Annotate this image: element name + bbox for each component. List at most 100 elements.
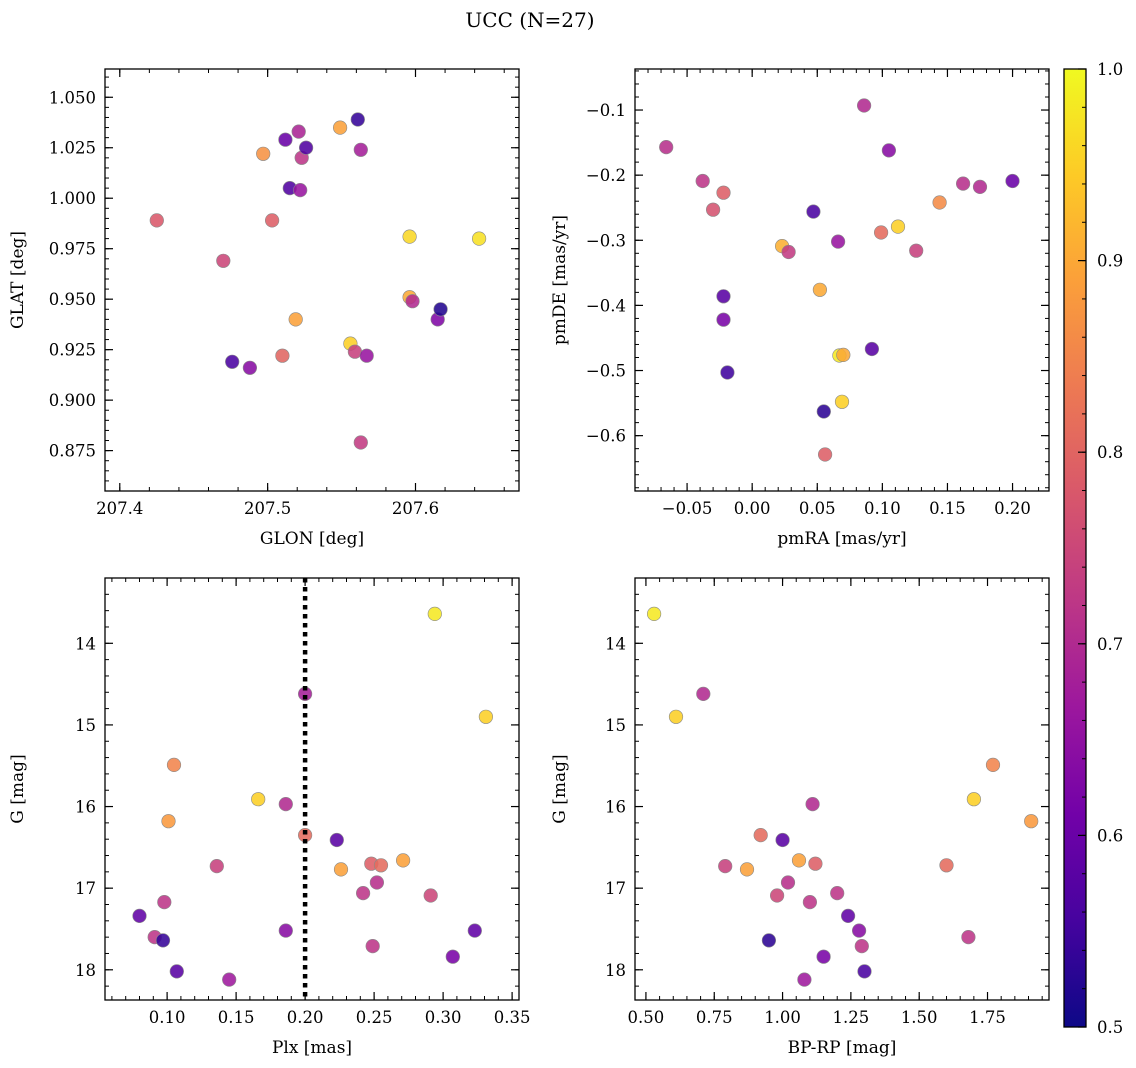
y-tick-label: 1.000 xyxy=(49,189,96,208)
panel-bottom-left: 0.10 0.15 0.20 0.25 0.30 0.35 14 15 16 17 18 Plx [m… xyxy=(8,577,531,1058)
data-point xyxy=(812,282,828,297)
data-point xyxy=(265,213,280,228)
y-tick-label: 0.950 xyxy=(49,290,96,309)
data-point xyxy=(932,195,947,210)
x-tick-label: 0.10 xyxy=(149,1008,186,1027)
x-tick-label: 0.25 xyxy=(356,1008,393,1027)
ticks xyxy=(105,577,519,1000)
ticks xyxy=(635,577,1049,1000)
figure-title: UCC (N=27) xyxy=(465,8,594,32)
y-tick-label: 0.900 xyxy=(49,391,96,410)
x-tick-label: 1.75 xyxy=(969,1008,1006,1027)
data-point xyxy=(856,98,872,113)
data-point xyxy=(169,964,184,979)
data-point xyxy=(802,894,818,910)
y-tick-label: 0.925 xyxy=(49,341,96,360)
data-point xyxy=(830,885,845,901)
data-point xyxy=(373,858,389,873)
data-point xyxy=(329,832,344,848)
data-point xyxy=(299,140,314,155)
data-point xyxy=(251,792,266,807)
data-point xyxy=(791,853,807,868)
x-tick-label: 0.20 xyxy=(287,1008,324,1027)
axes-frame xyxy=(104,577,520,1001)
data-point xyxy=(402,229,417,244)
data-point xyxy=(780,875,796,890)
data-point xyxy=(753,827,768,843)
x-tick-label: 207.6 xyxy=(392,499,439,518)
y-tick-label: 16 xyxy=(605,798,626,817)
x-tick-label: 0.75 xyxy=(696,1008,733,1027)
y-tick-label: −0.3 xyxy=(586,231,626,250)
data-point xyxy=(166,757,182,773)
data-point xyxy=(278,796,293,812)
data-point xyxy=(955,176,971,191)
x-tick-label: 0.10 xyxy=(864,499,901,518)
colorbar-tick-label: 0.5 xyxy=(1097,1018,1123,1037)
x-axis-label: GLON [deg] xyxy=(260,529,364,549)
x-tick-label: 1.50 xyxy=(901,1008,938,1027)
data-point xyxy=(467,923,482,938)
data-point xyxy=(769,888,785,903)
data-point xyxy=(478,709,494,724)
data-point xyxy=(816,404,831,419)
data-point xyxy=(659,140,674,155)
y-tick-label: −0.6 xyxy=(586,427,626,446)
data-point xyxy=(427,606,442,622)
y-tick-label: 17 xyxy=(605,879,626,898)
x-tick-label: 0.35 xyxy=(494,1008,531,1027)
axes-frame xyxy=(104,68,520,492)
data-point xyxy=(365,938,380,954)
data-point xyxy=(695,173,710,189)
ticks xyxy=(634,69,1049,491)
y-tick-label: 18 xyxy=(605,961,626,980)
data-point xyxy=(972,179,988,194)
data-point xyxy=(696,686,711,702)
y-tick-label: 1.050 xyxy=(49,88,96,107)
data-point xyxy=(288,312,303,327)
x-axis-label: BP-RP [mag] xyxy=(788,1038,897,1058)
axes-frame xyxy=(634,68,1050,492)
y-axis-label: G [mag] xyxy=(550,754,570,823)
data-point xyxy=(161,814,176,829)
data-point xyxy=(808,856,823,871)
data-point xyxy=(333,862,349,877)
data-point xyxy=(157,894,172,910)
data-point xyxy=(396,853,411,868)
data-point xyxy=(830,234,846,249)
x-tick-label: −0.05 xyxy=(662,499,713,518)
axes-frame xyxy=(634,577,1050,1001)
y-tick-label: 0.875 xyxy=(49,442,96,461)
y-tick-label: 14 xyxy=(75,634,96,653)
data-point xyxy=(293,183,308,198)
data-point xyxy=(405,294,420,309)
scatter-points xyxy=(132,606,494,987)
data-point xyxy=(668,709,684,724)
data-point xyxy=(718,858,733,874)
data-point xyxy=(216,253,231,268)
data-point xyxy=(873,225,889,240)
colorbar-tick-label: 1.0 xyxy=(1097,60,1123,79)
y-axis-label: G [mag] xyxy=(8,754,28,823)
data-point xyxy=(716,312,731,327)
data-point xyxy=(356,885,371,901)
x-tick-label: 0.15 xyxy=(929,499,966,518)
data-point xyxy=(939,858,954,873)
data-point xyxy=(716,185,731,200)
data-point xyxy=(761,933,777,948)
data-point xyxy=(705,202,721,217)
data-point xyxy=(890,219,906,234)
data-point xyxy=(817,447,833,462)
data-point xyxy=(278,132,293,147)
data-point xyxy=(423,888,438,903)
panel-top-right: −0.05 0.00 0.05 0.10 0.15 0.20 −0.6 −0.5 −0.4 −0.… xyxy=(550,68,1050,549)
scatter-points xyxy=(659,98,1020,462)
x-axis-label: pmRA [mas/yr] xyxy=(777,529,906,549)
data-point xyxy=(966,792,982,807)
x-tick-label: 207.4 xyxy=(96,499,143,518)
data-point xyxy=(209,858,224,874)
data-point xyxy=(359,348,374,363)
colorbar-frame xyxy=(1063,68,1087,1028)
data-point xyxy=(1005,173,1020,189)
